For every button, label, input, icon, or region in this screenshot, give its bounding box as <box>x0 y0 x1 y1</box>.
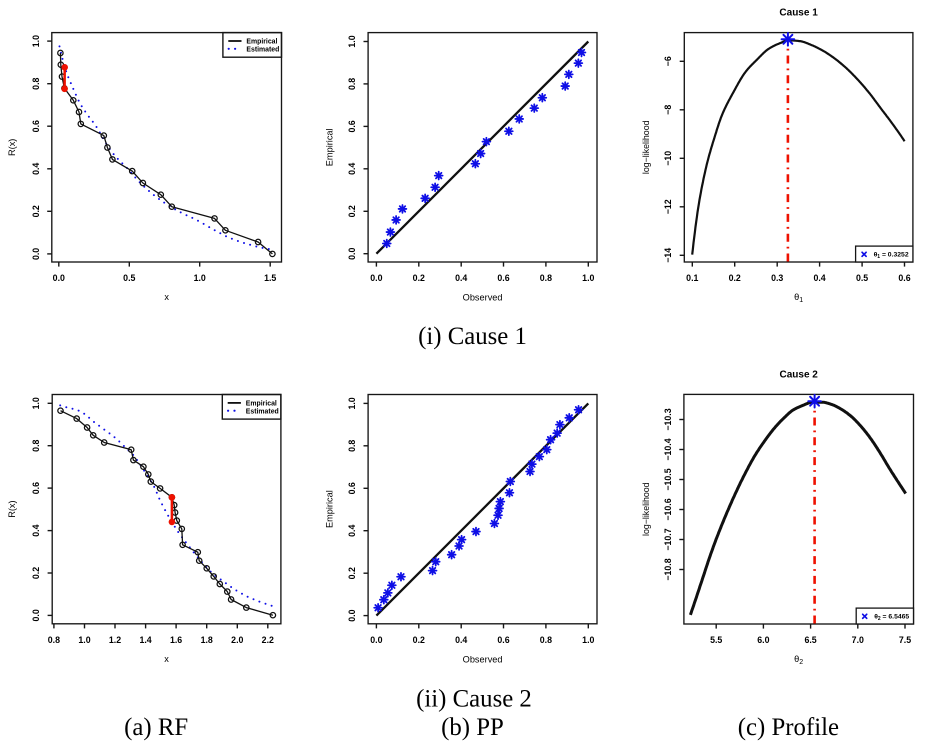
svg-text:Observed: Observed <box>463 293 503 303</box>
svg-text:Observed: Observed <box>463 654 503 664</box>
svg-text:0.0: 0.0 <box>370 635 382 645</box>
svg-text:0.8: 0.8 <box>31 439 41 451</box>
svg-text:0.8: 0.8 <box>540 273 552 283</box>
svg-text:−10.7: −10.7 <box>663 528 673 550</box>
svg-text:0.4: 0.4 <box>347 163 357 175</box>
svg-text:1.8: 1.8 <box>201 635 213 645</box>
svg-text:Empirical: Empirical <box>246 400 277 407</box>
svg-text:0.0: 0.0 <box>370 273 382 283</box>
svg-text:0.8: 0.8 <box>48 635 60 645</box>
svg-text:log−likelihood: log−likelihood <box>641 120 651 174</box>
svg-text:1.6: 1.6 <box>170 635 182 645</box>
svg-text:0.0: 0.0 <box>31 609 41 621</box>
svg-text:Estimated: Estimated <box>246 46 279 53</box>
svg-text:0.8: 0.8 <box>540 635 552 645</box>
svg-text:1.0: 1.0 <box>31 35 41 47</box>
svg-text:0.6: 0.6 <box>497 273 509 283</box>
svg-text:1.0: 1.0 <box>31 397 41 409</box>
svg-text:5.5: 5.5 <box>710 635 722 645</box>
svg-text:0.6: 0.6 <box>347 482 357 494</box>
svg-text:6.5: 6.5 <box>804 635 816 645</box>
svg-text:θ1: θ1 <box>794 292 803 304</box>
svg-text:0.0: 0.0 <box>347 247 357 259</box>
svg-text:−10.3: −10.3 <box>663 408 673 430</box>
svg-text:−6: −6 <box>663 56 673 66</box>
svg-text:0.6: 0.6 <box>31 120 41 132</box>
svg-text:(b) PP: (b) PP <box>441 714 504 741</box>
svg-text:R(x): R(x) <box>7 500 17 517</box>
svg-text:Empirical: Empirical <box>325 128 335 166</box>
svg-text:0.1: 0.1 <box>686 273 698 283</box>
svg-text:0.5: 0.5 <box>123 273 135 283</box>
svg-text:1.0: 1.0 <box>347 397 357 409</box>
svg-text:0.6: 0.6 <box>31 482 41 494</box>
svg-text:0.6: 0.6 <box>497 635 509 645</box>
svg-text:−8: −8 <box>663 105 673 115</box>
svg-text:−10.5: −10.5 <box>663 468 673 490</box>
svg-text:0.4: 0.4 <box>455 635 467 645</box>
svg-text:−12: −12 <box>663 199 673 214</box>
svg-text:−10.6: −10.6 <box>663 498 673 520</box>
svg-text:log−likelihood: log−likelihood <box>641 482 651 536</box>
svg-text:1.2: 1.2 <box>109 635 121 645</box>
svg-text:θ1 = 0.3252: θ1 = 0.3252 <box>874 252 909 260</box>
svg-text:0.2: 0.2 <box>413 273 425 283</box>
svg-text:−10.4: −10.4 <box>663 438 673 460</box>
svg-text:0.6: 0.6 <box>347 120 357 132</box>
svg-text:1.4: 1.4 <box>139 635 151 645</box>
svg-text:6.0: 6.0 <box>757 635 769 645</box>
svg-text:2.0: 2.0 <box>231 635 243 645</box>
svg-text:Cause 1: Cause 1 <box>779 8 818 19</box>
svg-text:0.6: 0.6 <box>898 273 910 283</box>
svg-text:0.4: 0.4 <box>31 524 41 536</box>
svg-text:(ii) Cause 2: (ii) Cause 2 <box>416 686 532 713</box>
svg-text:0.0: 0.0 <box>347 609 357 621</box>
svg-text:7.5: 7.5 <box>899 635 911 645</box>
svg-text:0.8: 0.8 <box>347 78 357 90</box>
svg-text:0.3: 0.3 <box>771 273 783 283</box>
svg-text:1.0: 1.0 <box>582 273 594 283</box>
svg-text:R(x): R(x) <box>7 139 17 156</box>
svg-text:(a) RF: (a) RF <box>124 714 188 741</box>
svg-text:1.0: 1.0 <box>582 635 594 645</box>
svg-text:θ2 = 6.5465: θ2 = 6.5465 <box>874 614 909 622</box>
svg-text:7.0: 7.0 <box>852 635 864 645</box>
svg-text:1.0: 1.0 <box>78 635 90 645</box>
svg-text:0.2: 0.2 <box>347 567 357 579</box>
svg-text:0.4: 0.4 <box>347 524 357 536</box>
svg-text:0.2: 0.2 <box>729 273 741 283</box>
svg-text:0.8: 0.8 <box>347 440 357 452</box>
svg-text:θ2: θ2 <box>794 654 803 666</box>
svg-text:Estimated: Estimated <box>246 408 279 415</box>
svg-text:1.5: 1.5 <box>264 273 276 283</box>
svg-text:0.4: 0.4 <box>455 273 467 283</box>
svg-text:x: x <box>164 654 169 664</box>
svg-text:2.2: 2.2 <box>262 635 274 645</box>
svg-text:0.2: 0.2 <box>31 205 41 217</box>
svg-text:Empirical: Empirical <box>325 490 335 528</box>
svg-text:−14: −14 <box>663 248 673 263</box>
svg-text:0.0: 0.0 <box>31 248 41 260</box>
svg-text:Cause 2: Cause 2 <box>780 369 819 380</box>
svg-text:0.4: 0.4 <box>813 273 825 283</box>
svg-text:1.0: 1.0 <box>347 35 357 47</box>
svg-text:(i) Cause 1: (i) Cause 1 <box>418 323 527 350</box>
svg-text:(c) Profile: (c) Profile <box>738 714 839 741</box>
svg-text:x: x <box>164 292 169 302</box>
svg-text:0.0: 0.0 <box>53 273 65 283</box>
svg-text:Empirical: Empirical <box>246 39 277 46</box>
svg-text:−10.8: −10.8 <box>663 558 673 580</box>
svg-text:0.2: 0.2 <box>31 567 41 579</box>
svg-text:0.8: 0.8 <box>31 77 41 89</box>
svg-text:1.0: 1.0 <box>194 273 206 283</box>
svg-text:−10: −10 <box>663 151 673 166</box>
svg-text:0.2: 0.2 <box>413 635 425 645</box>
svg-text:0.5: 0.5 <box>856 273 868 283</box>
svg-text:0.2: 0.2 <box>347 205 357 217</box>
svg-text:0.4: 0.4 <box>31 163 41 175</box>
